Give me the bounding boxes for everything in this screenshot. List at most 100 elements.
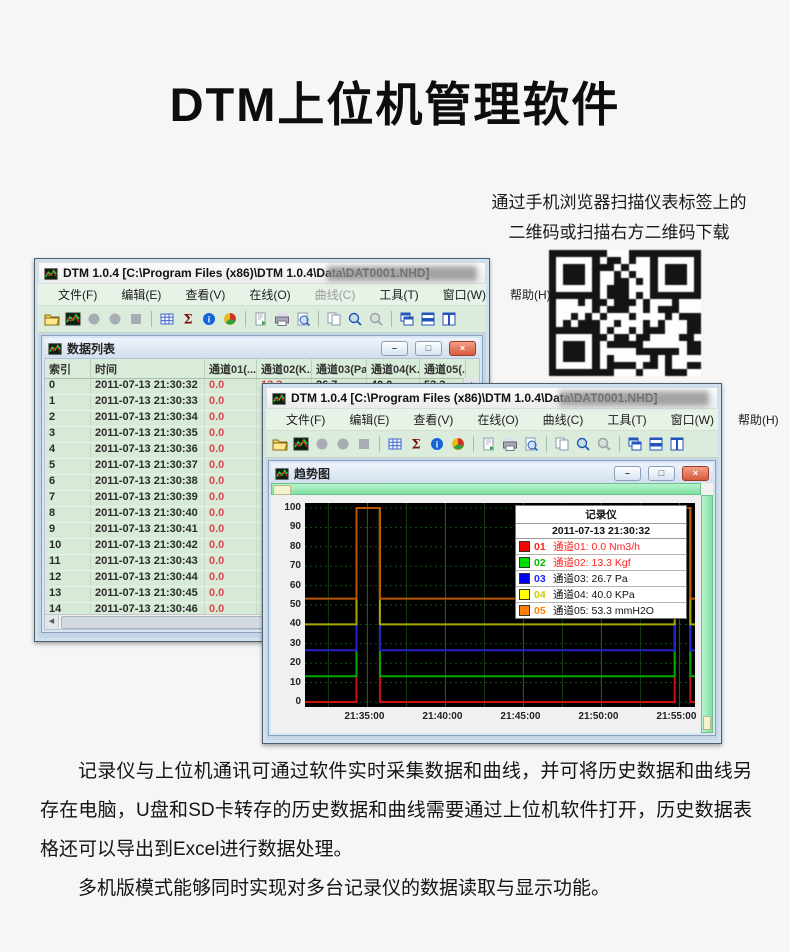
qr-module	[599, 341, 607, 348]
menu-item-2[interactable]: 编辑(E)	[121, 288, 162, 302]
legend-channel-number: 03	[534, 572, 546, 585]
info-icon[interactable]: i	[428, 435, 446, 453]
sum-icon[interactable]: Σ	[179, 310, 197, 328]
qr-module	[672, 285, 680, 292]
menu-item-3[interactable]: 查看(V)	[413, 413, 454, 427]
maximize-button[interactable]: □	[415, 340, 442, 356]
scroll-left-icon[interactable]: ◀	[45, 615, 59, 629]
sum-icon[interactable]: Σ	[407, 435, 425, 453]
open-folder-icon[interactable]	[271, 435, 289, 453]
qr-module	[679, 355, 687, 362]
print-preview-icon[interactable]	[294, 310, 312, 328]
qr-module	[614, 271, 622, 278]
stop-icon[interactable]	[355, 435, 373, 453]
qr-module	[643, 306, 651, 313]
legend-channel-text: 通道03: 26.7 Pa	[553, 573, 628, 585]
print-icon[interactable]	[501, 435, 519, 453]
print-preview-icon[interactable]	[522, 435, 540, 453]
stop-icon[interactable]	[127, 310, 145, 328]
tile-horizontal-icon[interactable]	[419, 310, 437, 328]
menu-item-6[interactable]: 工具(T)	[607, 413, 647, 427]
menu-item-5[interactable]: 曲线(C)	[314, 288, 356, 302]
qr-module	[570, 341, 578, 348]
child-titlebar[interactable]: 数据列表 – □ ×	[44, 338, 480, 358]
legend-channel-number: 04	[534, 588, 546, 601]
qr-module	[577, 264, 586, 271]
menu-item-4[interactable]: 在线(O)	[477, 413, 519, 427]
qr-module	[664, 355, 673, 362]
menu-item-7[interactable]: 窗口(W)	[670, 413, 714, 427]
qr-module	[679, 341, 687, 348]
record-icon[interactable]	[85, 310, 103, 328]
qr-module	[693, 271, 701, 278]
minimize-button[interactable]: –	[614, 465, 641, 481]
trend-chart-icon[interactable]	[292, 435, 310, 453]
qr-module	[643, 327, 651, 334]
copy-icon[interactable]	[553, 435, 571, 453]
window-titlebar[interactable]: DTM 1.0.4 [C:\Program Files (x86)\DTM 1.…	[266, 387, 718, 409]
zoom-out-icon[interactable]	[595, 435, 613, 453]
qr-module	[643, 341, 651, 348]
trend-chart-icon[interactable]	[64, 310, 82, 328]
export-icon[interactable]	[252, 310, 270, 328]
tile-horizontal-icon[interactable]	[647, 435, 665, 453]
minimize-button[interactable]: –	[381, 340, 408, 356]
qr-module	[614, 369, 622, 376]
qr-module	[585, 327, 593, 334]
menu-item-4[interactable]: 在线(O)	[249, 288, 291, 302]
chart-horizontal-scrollbar[interactable]	[271, 483, 701, 495]
cascade-windows-icon[interactable]	[626, 435, 644, 453]
record-alt-icon[interactable]	[334, 435, 352, 453]
pie-chart-icon[interactable]	[221, 310, 239, 328]
qr-module	[606, 292, 615, 299]
maximize-button[interactable]: □	[648, 465, 675, 481]
menu-item-1[interactable]: 文件(F)	[286, 413, 326, 427]
data-grid-icon[interactable]	[386, 435, 404, 453]
y-axis-label: 70	[289, 560, 301, 572]
qr-module	[599, 313, 607, 320]
table-cell: 12	[45, 571, 91, 586]
record-icon[interactable]	[313, 435, 331, 453]
scrollbar-thumb[interactable]	[703, 716, 711, 730]
copy-icon[interactable]	[325, 310, 343, 328]
qr-module	[563, 348, 571, 355]
menu-item-1[interactable]: 文件(F)	[58, 288, 98, 302]
zoom-in-icon[interactable]	[574, 435, 592, 453]
record-alt-icon[interactable]	[106, 310, 124, 328]
qr-module	[606, 369, 615, 376]
print-icon[interactable]	[273, 310, 291, 328]
menu-item-6[interactable]: 工具(T)	[379, 288, 419, 302]
table-cell: 2011-07-13 21:30:32	[91, 379, 205, 394]
menu-item-8[interactable]: 帮助(H)	[737, 413, 779, 427]
qr-module	[585, 299, 593, 306]
menu-item-5[interactable]: 曲线(C)	[542, 413, 584, 427]
close-button[interactable]: ×	[449, 340, 476, 356]
qr-module	[563, 334, 571, 341]
zoom-in-icon[interactable]	[346, 310, 364, 328]
child-titlebar[interactable]: 趋势图 – □ ×	[271, 463, 713, 483]
scrollbar-thumb[interactable]	[273, 485, 291, 495]
tile-vertical-icon[interactable]	[668, 435, 686, 453]
menu-item-2[interactable]: 编辑(E)	[349, 413, 390, 427]
zoom-out-icon[interactable]	[367, 310, 385, 328]
qr-module	[672, 355, 680, 362]
qr-module	[686, 327, 694, 334]
menu-item-8[interactable]: 帮助(H)	[509, 288, 551, 302]
qr-module	[693, 264, 701, 271]
pie-chart-icon[interactable]	[449, 435, 467, 453]
export-icon[interactable]	[480, 435, 498, 453]
chart-vertical-scrollbar[interactable]	[701, 495, 713, 733]
tile-vertical-icon[interactable]	[440, 310, 458, 328]
cascade-windows-icon[interactable]	[398, 310, 416, 328]
qr-module	[549, 348, 557, 355]
menu-item-3[interactable]: 查看(V)	[185, 288, 226, 302]
open-folder-icon[interactable]	[43, 310, 61, 328]
window-titlebar[interactable]: DTM 1.0.4 [C:\Program Files (x86)\DTM 1.…	[38, 262, 486, 284]
info-icon[interactable]: i	[200, 310, 218, 328]
menu-item-7[interactable]: 窗口(W)	[442, 288, 486, 302]
qr-module	[563, 320, 571, 327]
qr-module	[650, 306, 658, 313]
qr-module	[635, 341, 644, 348]
data-grid-icon[interactable]	[158, 310, 176, 328]
close-button[interactable]: ×	[682, 465, 709, 481]
